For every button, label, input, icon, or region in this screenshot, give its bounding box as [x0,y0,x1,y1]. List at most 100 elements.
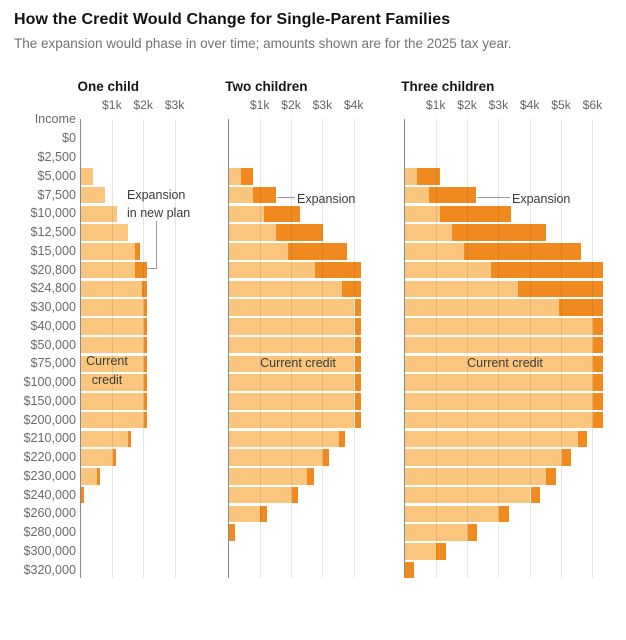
bar-expansion [276,224,324,241]
annotation-leader-line [276,196,295,198]
bar-current-credit [405,224,453,241]
income-tick-label: $20,800 [30,262,76,277]
gridline [111,119,113,578]
income-tick-label: $10,000 [30,206,76,221]
bar-expansion [260,505,267,522]
bar-expansion [354,336,361,354]
bar-current-credit [81,393,144,410]
bar-current-credit [405,505,500,522]
value-tick-label: $1k [249,98,270,112]
bar-current-credit [229,393,355,410]
bar-expansion [134,261,148,279]
bar-current-credit [81,336,144,354]
gridline [174,119,176,578]
bar-expansion [593,374,603,391]
bar-current-credit [229,486,292,504]
bar-current-credit [229,430,339,447]
value-tick-label: $2k [133,98,154,112]
bar-current-credit [405,336,594,354]
chart-subtitle: The expansion would phase in over time; … [14,36,512,51]
bar-expansion [593,411,603,429]
bar-current-credit [81,280,143,297]
gridline [592,119,594,578]
bar-expansion [593,336,603,354]
value-tick-label: $4k [519,98,540,112]
bar-expansion [142,280,148,297]
gridline [467,119,468,578]
bar-expansion [338,430,346,447]
bar-current-credit [405,243,464,260]
expansion-annotation-line: Expansion [297,192,356,206]
bar-current-credit [81,449,113,466]
source-note-line1: Sources: Tax Policy Center; Center on Bu… [14,636,577,640]
bar-current-credit [405,524,468,541]
gridline [498,119,500,578]
bar-expansion [546,468,556,485]
income-tick-label: $7,500 [37,187,76,202]
value-tick-label: $4k [343,98,364,112]
bar-expansion [252,186,277,204]
bar-expansion [323,449,330,466]
expansion-annotation-line: in new plan [127,206,191,221]
bar-current-credit [405,468,547,485]
expansion-annotation: Expansion [297,190,355,208]
value-tick-label: $3k [488,98,509,112]
panel-title: One child [77,79,140,94]
current-credit-label-line: credit [91,372,123,387]
bar-current-credit [229,168,241,185]
value-tick-label: $2k [281,98,301,112]
bar-expansion [315,261,361,279]
income-tick-label: $30,000 [30,300,76,315]
value-tick-label: $3k [312,98,333,112]
income-tick-label: $15,000 [30,243,76,258]
bar-expansion [499,505,509,522]
bar-current-credit [229,205,265,222]
bar-expansion [144,355,148,372]
bar-current-credit [229,505,261,522]
bar-current-credit [81,411,144,429]
bar-expansion [405,561,415,579]
bar-expansion [354,355,361,372]
bar-current-credit [229,299,355,316]
income-axis-title: Income [34,111,76,126]
bar-expansion [144,336,148,354]
bar-current-credit [405,543,437,560]
income-tick-label: $280,000 [23,525,76,540]
bar-current-credit [405,430,578,447]
income-tick-label: $12,500 [30,225,76,240]
bar-expansion [307,468,314,485]
annotation-leader-line [147,267,157,269]
bar-current-credit [81,318,144,335]
bar-current-credit [405,280,518,297]
bar-expansion [593,393,603,410]
income-tick-label: $100,000 [23,375,76,390]
bar-current-credit [405,374,594,391]
bar-current-credit [405,411,594,429]
value-tick-label: $1k [425,98,446,112]
bar-current-credit [81,243,135,260]
bar-expansion [341,280,361,297]
income-tick-label: $240,000 [23,487,76,502]
income-tick-label: $5,000 [37,168,76,183]
bar-expansion [517,280,603,297]
bar-current-credit [81,261,135,279]
current-credit-label-line: Current credit [260,356,336,370]
bar-expansion [558,299,603,316]
income-tick-label: $200,000 [23,412,76,427]
bar-expansion [144,411,148,429]
bar-expansion [436,543,446,560]
bar-expansion [112,449,116,466]
bar-expansion [96,468,101,485]
bar-current-credit [405,393,594,410]
bar-expansion [452,224,547,241]
income-tick-label: $320,000 [23,562,76,577]
chart-title: How the Credit Would Change for Single-P… [14,11,451,28]
bar-current-credit [405,205,441,222]
expansion-annotation: Expansion in new plan [127,186,190,222]
value-tick-label: $6k [582,98,603,112]
bar-expansion [144,393,148,410]
y-axis-line [227,119,229,578]
income-tick-label: $0 [61,131,76,146]
